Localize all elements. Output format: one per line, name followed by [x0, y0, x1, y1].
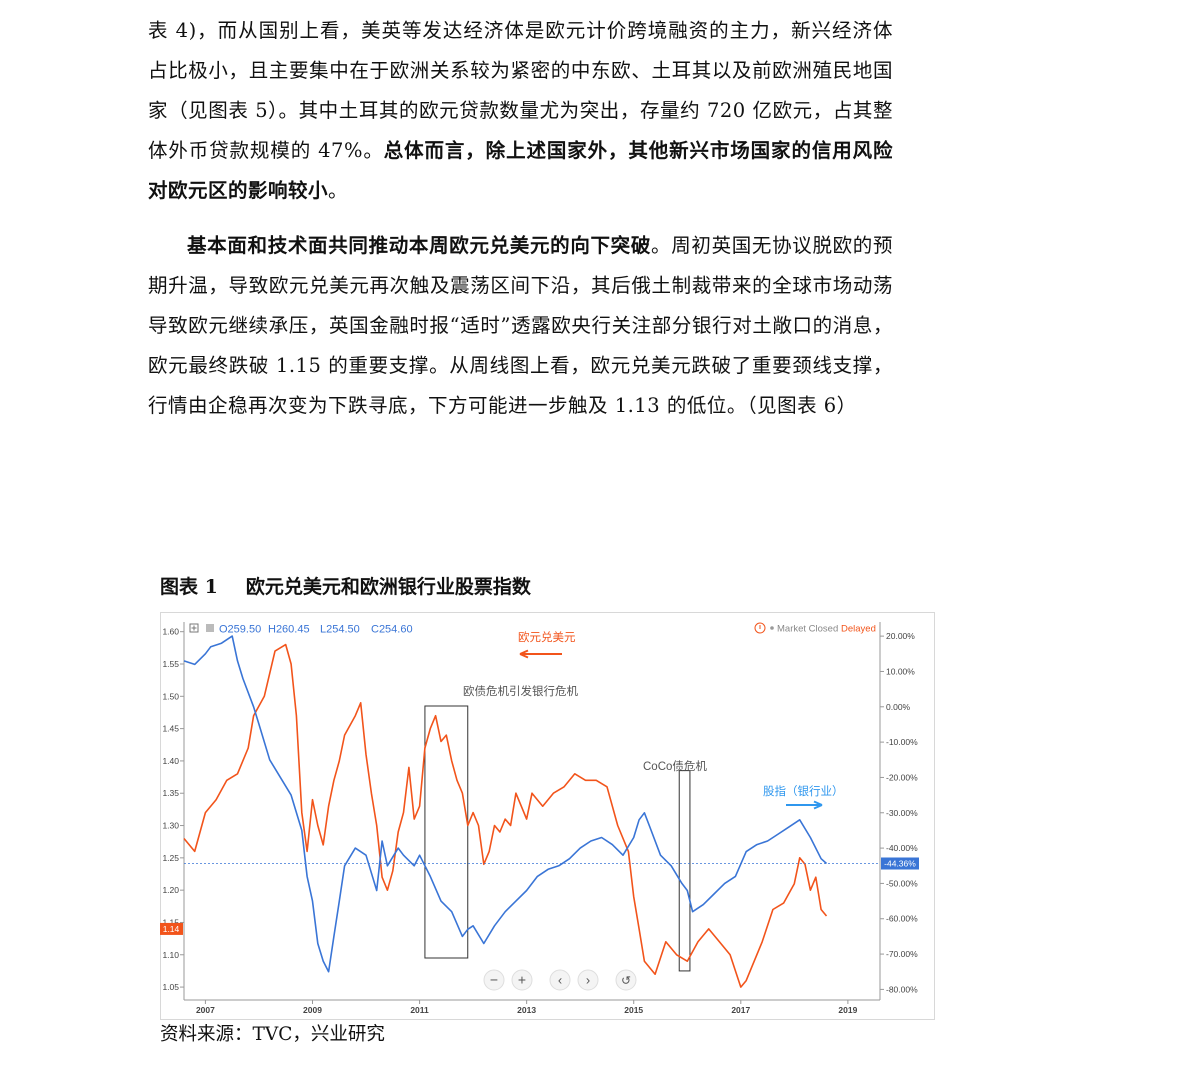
paragraph-1-text-b: 。 [328, 179, 349, 202]
x-tick-label: 2015 [624, 1005, 643, 1015]
right-tick-label: 0.00% [886, 702, 911, 712]
market-closed-label: Market Closed [777, 624, 838, 635]
paragraph-1-text-a: 表 4)，而从国别上看，美英等发达经济体是欧元计价跨境融资的主力，新兴经济体占比… [148, 19, 893, 162]
right-tick-label: -80.00% [886, 984, 918, 994]
x-tick-label: 2011 [410, 1005, 429, 1015]
scroll-right-button[interactable] [577, 969, 599, 991]
left-tick-label: 1.30 [162, 821, 179, 831]
x-tick-label: 2013 [517, 1005, 536, 1015]
ohlc-high: H260.45 [268, 624, 310, 636]
expand-icon[interactable] [189, 623, 199, 633]
paragraph-2: 基本面和技术面共同推动本周欧元兑美元的向下突破。周初英国无协议脱欧的预期升温，导… [148, 226, 893, 426]
chevron-right-icon: › [586, 973, 590, 988]
left-current-value: 1.14 [163, 924, 180, 934]
left-tick-label: 1.45 [162, 724, 179, 734]
left-tick-label: 1.50 [162, 691, 179, 701]
chart-frame [160, 612, 935, 1020]
zoom-out-button[interactable] [483, 969, 505, 991]
right-tick-label: -10.00% [886, 737, 918, 747]
x-tick-label: 2009 [303, 1005, 322, 1015]
crisis1-annotation: 欧债危机引发银行危机 [463, 684, 578, 698]
right-current-value: -44.36% [884, 858, 916, 868]
left-tick-label: 1.15 [162, 917, 179, 927]
figure-caption: 欧元兑美元和欧洲银行业股票指数 [245, 576, 531, 598]
paragraph-1: 表 4)，而从国别上看，美英等发达经济体是欧元计价跨境融资的主力，新兴经济体占比… [148, 11, 893, 211]
clock-icon [754, 622, 766, 634]
reset-icon: ↺ [621, 974, 631, 988]
zoom-in-icon: + [518, 972, 526, 988]
right-tick-label: 10.00% [886, 666, 915, 676]
ohlc-header: O259.50 H260.45 L254.50 C254.60 [189, 623, 413, 636]
left-tick-label: 1.20 [162, 885, 179, 895]
right-tick-label: -40.00% [886, 843, 918, 853]
right-tick-label: -60.00% [886, 914, 918, 924]
crisis-highlight-box [678, 770, 691, 972]
eurusd-annotation: 欧元兑美元 [518, 630, 576, 644]
delayed-label: Delayed [841, 624, 876, 635]
ohlc-open: O259.50 [219, 624, 261, 636]
crisis-highlight-box [424, 705, 469, 959]
ohlc-low: L254.50 [320, 624, 360, 636]
left-tick-label: 1.60 [162, 627, 179, 637]
x-tick-label: 2007 [196, 1005, 215, 1015]
right-tick-label: 20.00% [886, 631, 915, 641]
zoom-out-icon: − [490, 972, 498, 988]
reset-button[interactable] [615, 969, 637, 991]
scroll-left-button[interactable] [549, 969, 571, 991]
status-dot-icon [770, 626, 774, 630]
right-tick-label: -70.00% [886, 949, 918, 959]
right-tick-label: -50.00% [886, 878, 918, 888]
ohlc-close: C254.60 [371, 624, 413, 636]
eurusd-line [183, 643, 828, 988]
series-square-icon [206, 624, 214, 632]
figure-title: 图表 1 欧元兑美元和欧洲银行业股票指数 [160, 572, 531, 599]
right-tick-label: -30.00% [886, 808, 918, 818]
right-current-badge [881, 857, 919, 870]
left-tick-label: 1.40 [162, 756, 179, 766]
source-note: 资料来源：TVC，兴业研究 [160, 1024, 385, 1045]
paragraph-1-bold: 总体而言，除上述国家外，其他新兴市场国家的信用风险对欧元区的影响较小 [148, 139, 893, 202]
left-tick-label: 1.55 [162, 659, 179, 669]
eurusd-arrow-icon [519, 649, 562, 659]
left-tick-label: 1.25 [162, 853, 179, 863]
chevron-left-icon: ‹ [558, 973, 562, 988]
crisis2-annotation: CoCo债危机 [643, 759, 707, 773]
bank-arrow-icon [786, 800, 823, 810]
paragraph-2-text: 。周初英国无协议脱欧的预期升温，导致欧元兑美元再次触及震荡区间下沿，其后俄土制裁… [148, 234, 893, 417]
x-tick-label: 2017 [731, 1005, 750, 1015]
left-tick-label: 1.35 [162, 788, 179, 798]
x-tick-label: 2019 [838, 1005, 857, 1015]
left-tick-label: 1.05 [162, 982, 179, 992]
left-tick-label: 1.10 [162, 950, 179, 960]
market-status: Market Closed Delayed [754, 622, 876, 635]
paragraph-2-bold: 基本面和技术面共同推动本周欧元兑美元的向下突破 [187, 234, 652, 257]
bank-index-line [183, 635, 828, 973]
chart: 1.60 1.55 1.50 1.45 1.40 1.35 1.30 1.25 1.20 1.15… [160, 612, 935, 1020]
figure-number: 图表 1 [160, 576, 218, 598]
left-current-badge [160, 922, 183, 935]
bank-annotation: 股指（银行业） [763, 784, 844, 798]
zoom-in-button[interactable] [511, 969, 533, 991]
zoom-controls: − + ‹ › ↺ [483, 969, 637, 991]
right-tick-label: -20.00% [886, 772, 918, 782]
